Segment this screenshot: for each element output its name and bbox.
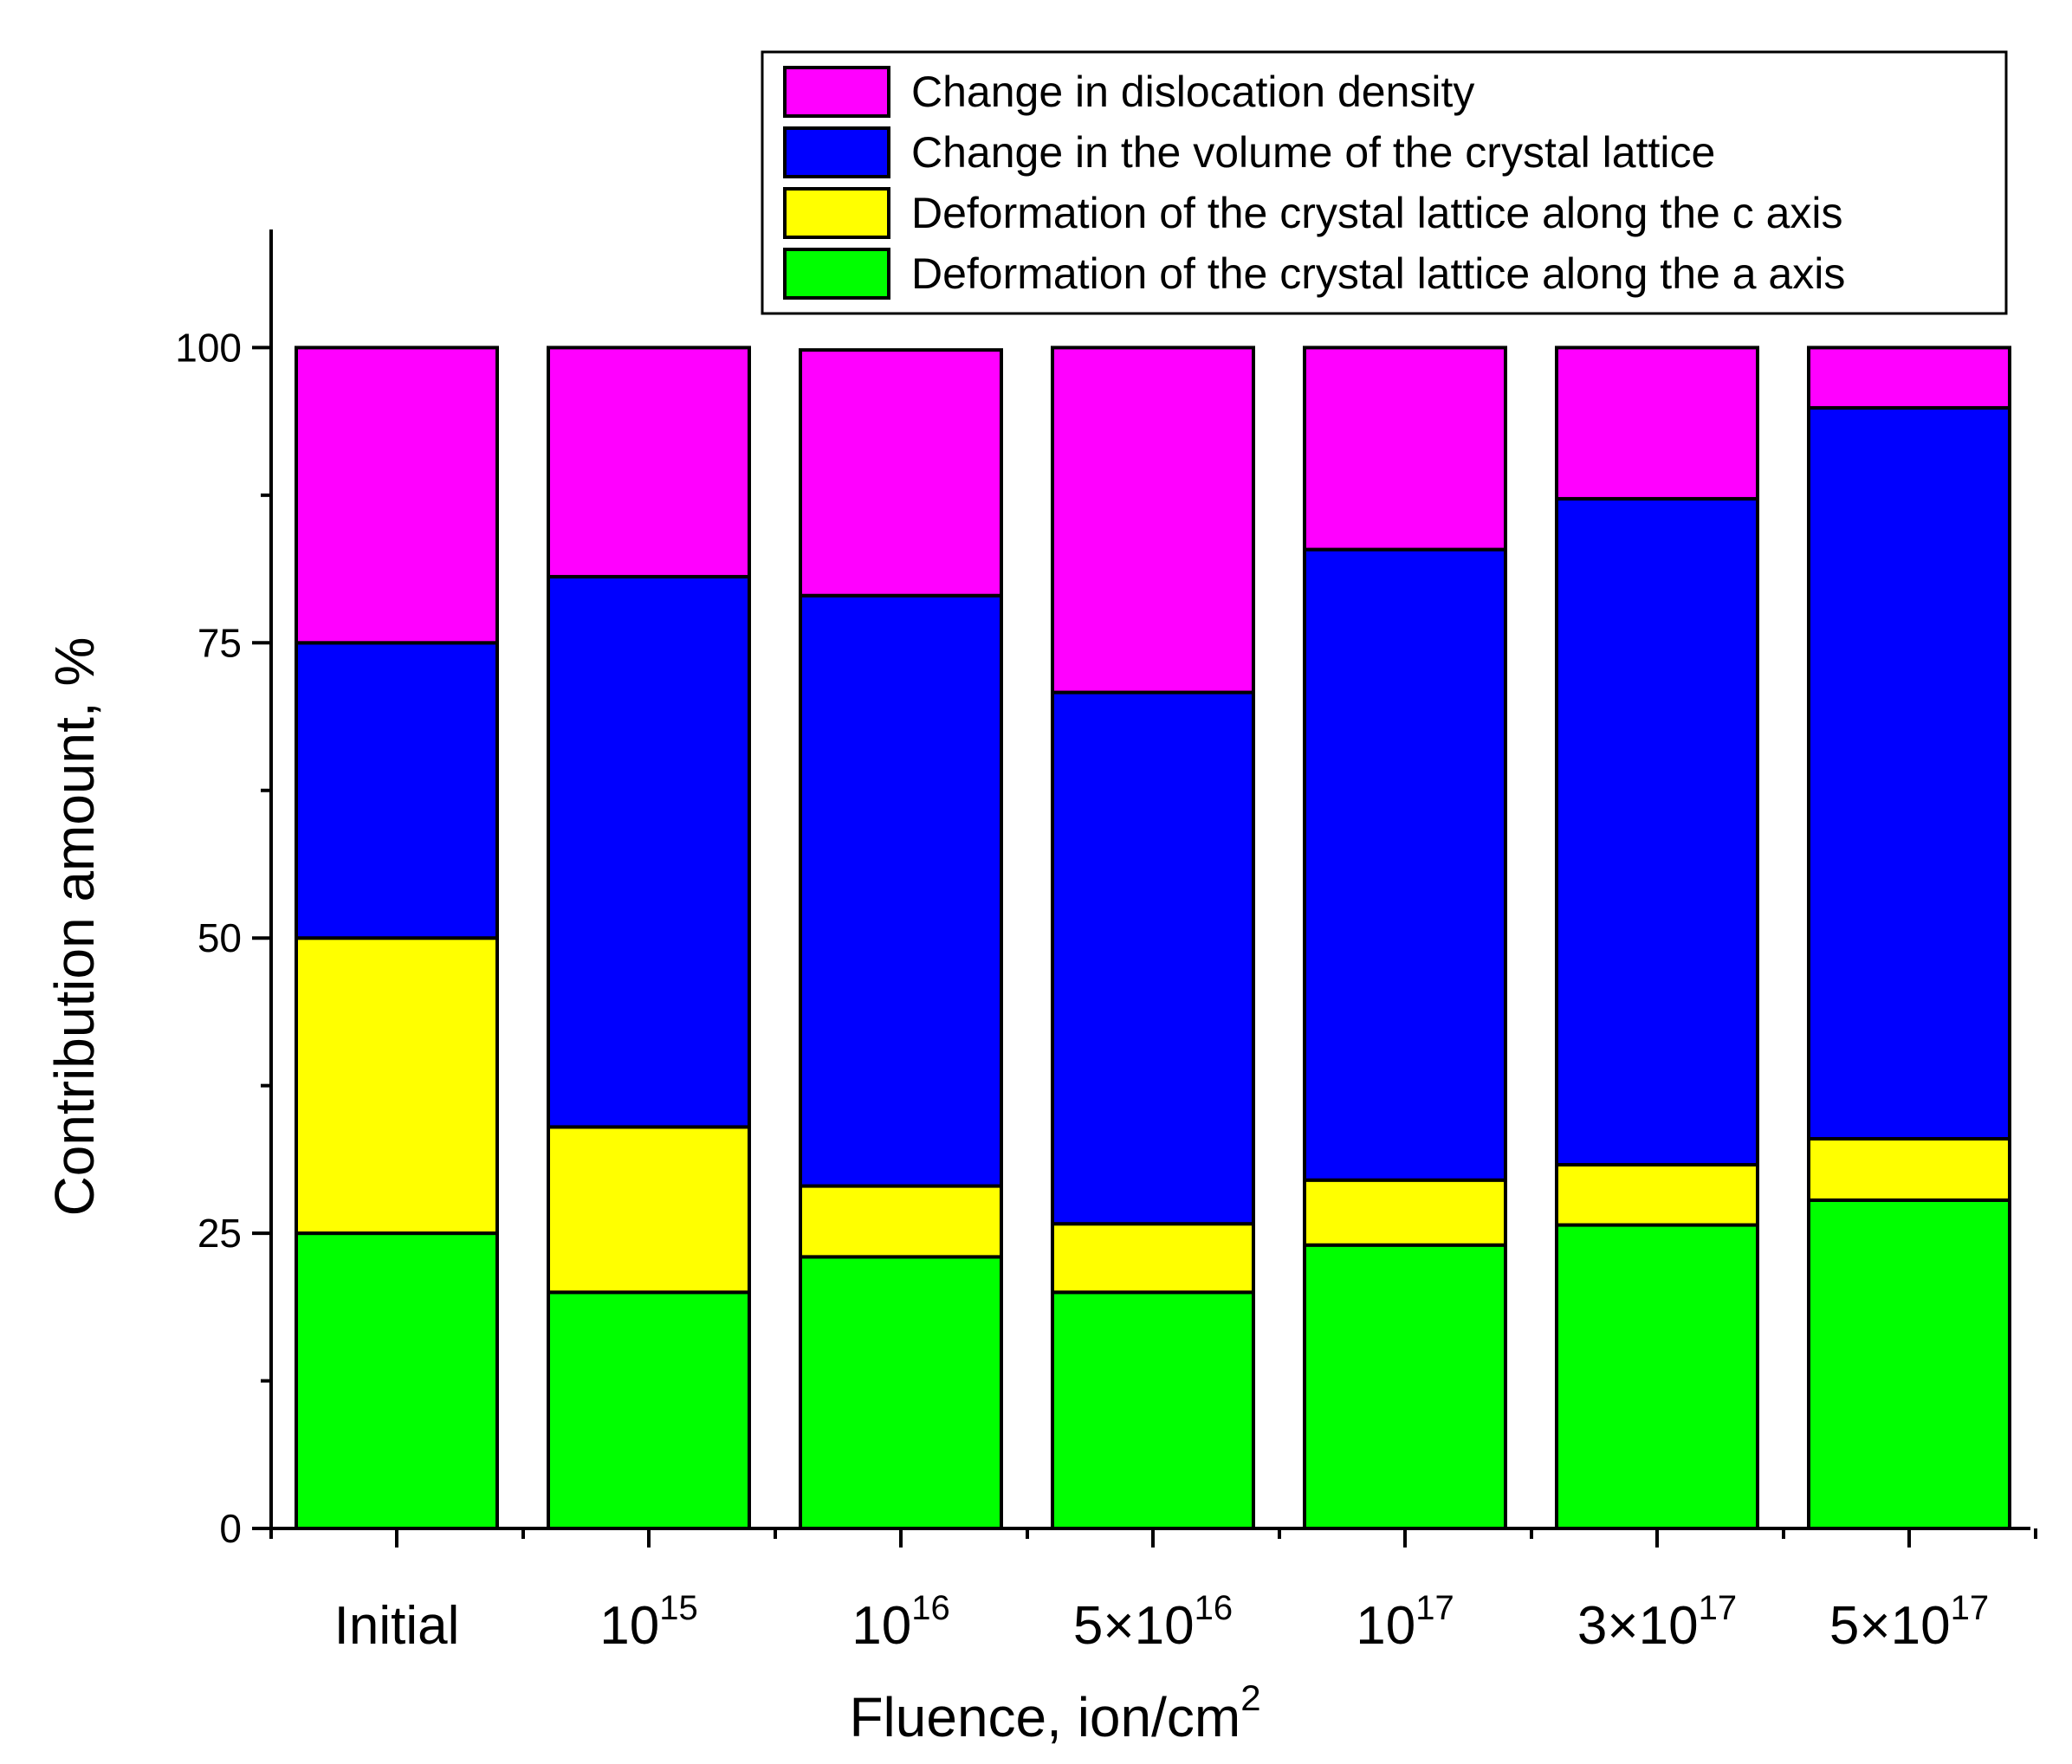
- legend-swatch: [783, 248, 890, 300]
- bar-segment-0-3: [295, 346, 499, 645]
- y-tick-label: 0: [219, 1506, 242, 1551]
- legend-swatch: [783, 187, 890, 239]
- x-tick-label: 5×1016: [1073, 1589, 1233, 1656]
- bar-segment-6-1: [1807, 1137, 2011, 1202]
- bar-segment-2-2: [799, 593, 1003, 1188]
- bar-segment-3-2: [1051, 690, 1255, 1226]
- bar-segment-4-0: [1303, 1243, 1507, 1530]
- legend-label: Change in dislocation density: [911, 68, 1474, 116]
- bar-segment-3-0: [1051, 1290, 1255, 1531]
- bar-segment-6-2: [1807, 405, 2011, 1141]
- legend-box: [761, 50, 2008, 315]
- bar-segment-5-0: [1555, 1223, 1759, 1530]
- y-tick-label: 100: [175, 325, 242, 370]
- bar-segment-1-3: [547, 346, 751, 578]
- legend-label: Change in the volume of the crystal latt…: [911, 128, 1715, 177]
- legend-label: Deformation of the crystal lattice along…: [911, 249, 1845, 298]
- y-axis-title: Contribution amount, %: [43, 637, 106, 1217]
- x-axis-title: Fluence, ion/cm2: [849, 1677, 1260, 1748]
- x-tick-label: Initial: [334, 1596, 460, 1656]
- x-tick-label: 5×1017: [1829, 1589, 1989, 1656]
- x-tick-label: 1017: [1356, 1589, 1454, 1656]
- bar-segment-3-3: [1051, 346, 1255, 695]
- bar-segment-5-3: [1555, 346, 1759, 501]
- bar-segment-2-0: [799, 1255, 1003, 1530]
- y-tick-label: 75: [197, 620, 242, 665]
- x-tick-label: 1015: [599, 1589, 697, 1656]
- legend: Change in dislocation density Change in t…: [761, 50, 2008, 315]
- y-tick-label: 25: [197, 1211, 242, 1256]
- bar-segment-0-1: [295, 936, 499, 1236]
- legend-label: Deformation of the crystal lattice along…: [911, 189, 1843, 237]
- bar-segment-1-0: [547, 1290, 751, 1531]
- bar-segment-1-1: [547, 1125, 751, 1295]
- bar-segment-2-1: [799, 1184, 1003, 1259]
- bar-segment-4-3: [1303, 346, 1507, 552]
- axes: 0 25 50 75 100 Initial 1015 1016 5×1016 1017 3×101…: [43, 229, 2037, 1748]
- bar-segment-2-3: [799, 348, 1003, 598]
- bar-segment-5-1: [1555, 1163, 1759, 1227]
- bar-segment-6-3: [1807, 346, 2011, 410]
- legend-swatch: [783, 66, 890, 118]
- legend-swatch: [783, 126, 890, 178]
- bar-segment-6-0: [1807, 1198, 2011, 1530]
- bar-segment-4-2: [1303, 547, 1507, 1182]
- bar-segment-0-2: [295, 641, 499, 940]
- bar-segment-1-2: [547, 574, 751, 1129]
- bar-segment-0-0: [295, 1231, 499, 1530]
- bar-segment-4-1: [1303, 1178, 1507, 1247]
- plot-area: [295, 346, 2011, 1531]
- x-tick-label: 3×1017: [1577, 1589, 1737, 1656]
- y-tick-label: 50: [197, 915, 242, 960]
- bar-segment-3-1: [1051, 1222, 1255, 1295]
- bar-segment-5-2: [1555, 496, 1759, 1167]
- x-tick-label: 1016: [851, 1589, 949, 1656]
